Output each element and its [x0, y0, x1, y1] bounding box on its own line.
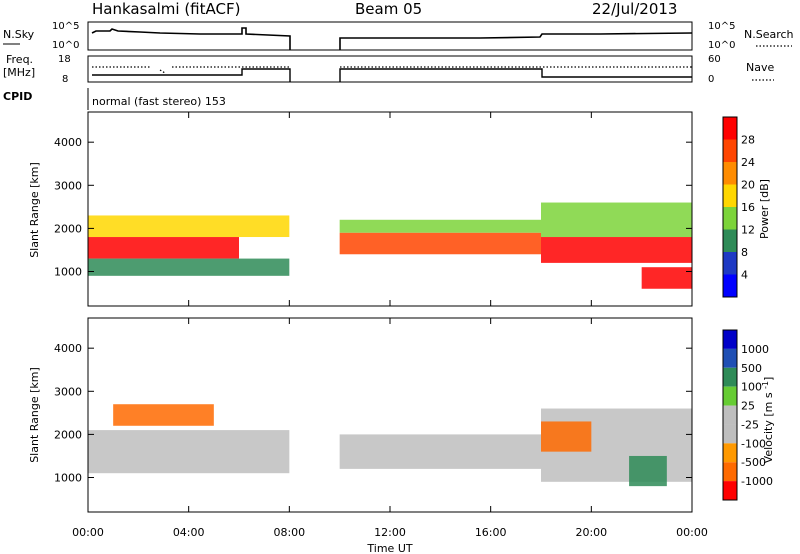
freq-trace: [92, 68, 692, 82]
velocity-colorbar-tick: 500: [741, 362, 762, 375]
power-colorbar-tick: 20: [741, 179, 755, 192]
x-axis-title: Time UT: [366, 542, 412, 554]
power-colorbar-tick: 4: [741, 269, 748, 282]
velocity-colorbar-label: Velocity [m s -1]: [761, 377, 775, 464]
x-tick-label: 04:00: [173, 526, 205, 539]
noise-right-tick-top: 10^5: [708, 21, 735, 32]
beam-title: Beam 05: [355, 0, 422, 18]
power-colorbar-frame: [722, 116, 738, 298]
nave-tick-bottom: 0: [708, 74, 714, 85]
velocity-colorbar-swatch: [723, 348, 737, 368]
velocity-colorbar-frame: [722, 329, 738, 501]
x-tick-label: 00:00: [676, 526, 708, 539]
freq-label-1: Freq.: [6, 53, 33, 66]
cpid-value: normal (fast stereo) 153: [92, 95, 226, 108]
echo-band: [629, 455, 667, 487]
echo-band: [541, 237, 692, 263]
velocity-colorbar-swatch: [723, 367, 737, 387]
velocity-panel: 1000 2000 3000 4000 Slant Range [km] 1000 50…: [28, 317, 775, 513]
power-colorbar-tick: 24: [741, 156, 755, 169]
nave-trace: [92, 66, 692, 74]
power-colorbar-swatch: [723, 274, 737, 297]
power-colorbar-tick: 8: [741, 246, 748, 259]
station-title: Hankasalmi (fitACF): [92, 0, 240, 18]
power-colorbar-swatch: [723, 184, 737, 207]
x-tick-label: 12:00: [374, 526, 406, 539]
y-tick-label: 3000: [54, 179, 82, 192]
power-panel: 1000 2000 3000 4000 Slant Range [km] 4 8 12 16…: [28, 111, 771, 307]
echo-band: [88, 215, 290, 238]
freq-panel: Freq. [MHz] 18 8 60 0 Nave: [3, 53, 774, 85]
velocity-ylabel: Slant Range [km]: [28, 367, 41, 463]
velocity-colorbar-tick: 1000: [741, 343, 769, 356]
y-tick-label: 3000: [54, 385, 82, 398]
velocity-colorbar-swatch: [723, 462, 737, 482]
velocity-colorbar-swatch: [723, 330, 737, 349]
freq-tick-top: 18: [58, 54, 71, 65]
velocity-colorbar-tick: 25: [741, 400, 755, 413]
noise-right-tick-bottom: 10^0: [708, 40, 735, 51]
y-tick-label: 1000: [54, 472, 82, 485]
echo-band: [641, 267, 692, 289]
noise-left-tick-bottom: 10^0: [52, 40, 79, 51]
power-colorbar-tick: 28: [741, 134, 755, 147]
noise-right-label: N.Search: [744, 28, 794, 41]
y-tick-label: 4000: [54, 342, 82, 355]
echo-band: [339, 434, 541, 469]
freq-label-2: [MHz]: [3, 66, 35, 79]
x-tick-label: 16:00: [475, 526, 507, 539]
nave-tick-top: 60: [708, 54, 721, 65]
velocity-colorbar-tick: -25: [741, 418, 759, 431]
noise-left-tick-top: 10^5: [52, 21, 79, 32]
echo-band: [339, 219, 541, 233]
y-tick-label: 1000: [54, 266, 82, 279]
power-ylabel: Slant Range [km]: [28, 162, 41, 258]
power-colorbar-swatch: [723, 117, 737, 140]
velocity-colorbar-swatch: [723, 481, 737, 500]
power-colorbar-swatch: [723, 139, 737, 162]
power-colorbar-swatch: [723, 207, 737, 230]
echo-band: [88, 237, 239, 259]
y-tick-label: 2000: [54, 222, 82, 235]
velocity-colorbar-swatch: [723, 405, 737, 425]
velocity-colorbar-swatch: [723, 443, 737, 463]
noise-panel: N.Sky 10^5 10^0 10^5 10^0 N.Search: [3, 21, 794, 51]
nave-label: Nave: [746, 61, 774, 74]
echo-band: [339, 232, 541, 255]
x-tick-label: 00:00: [72, 526, 104, 539]
velocity-colorbar-tick: 100: [741, 381, 762, 394]
freq-tick-bottom: 8: [62, 74, 68, 85]
power-colorbar-swatch: [723, 229, 737, 252]
y-tick-label: 2000: [54, 428, 82, 441]
power-colorbar-swatch: [723, 162, 737, 185]
echo-band: [541, 202, 692, 238]
cpid-label: CPID: [3, 90, 32, 103]
noise-sky-trace: [91, 27, 693, 50]
date-title: 22/Jul/2013: [592, 0, 677, 18]
echo-band: [88, 430, 290, 474]
power-colorbar-swatch: [723, 252, 737, 275]
power-colorbar-tick: 16: [741, 201, 755, 214]
velocity-colorbar-swatch: [723, 424, 737, 444]
velocity-colorbar-swatch: [723, 386, 737, 406]
echo-band: [113, 404, 214, 426]
power-colorbar-label: Power [dB]: [758, 179, 771, 239]
x-tick-label: 20:00: [575, 526, 607, 539]
power-colorbar-tick: 12: [741, 224, 755, 237]
velocity-colorbar-tick: -1000: [741, 475, 773, 488]
noise-left-label: N.Sky: [3, 28, 35, 41]
x-tick-label: 08:00: [273, 526, 305, 539]
velocity-colorbar-tick: -100: [741, 437, 766, 450]
echo-band: [88, 258, 290, 276]
y-tick-label: 4000: [54, 136, 82, 149]
velocity-colorbar-tick: -500: [741, 456, 766, 469]
echo-band: [541, 421, 592, 452]
